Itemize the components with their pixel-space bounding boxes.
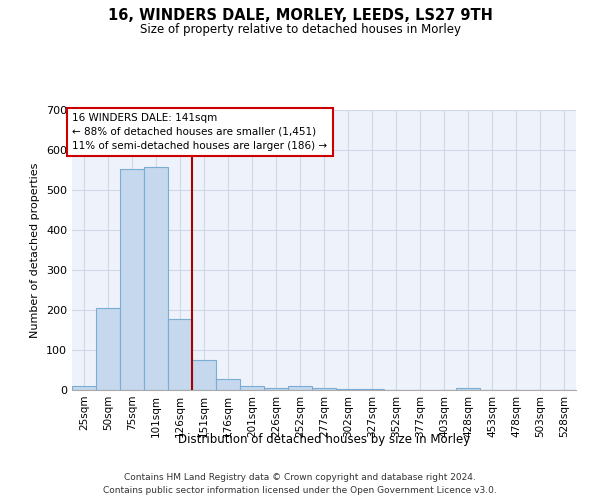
Y-axis label: Number of detached properties: Number of detached properties bbox=[31, 162, 40, 338]
Bar bbox=[456, 388, 480, 390]
Bar bbox=[264, 388, 288, 390]
Bar bbox=[312, 388, 336, 390]
Text: 16 WINDERS DALE: 141sqm
← 88% of detached houses are smaller (1,451)
11% of semi: 16 WINDERS DALE: 141sqm ← 88% of detache… bbox=[73, 113, 328, 151]
Bar bbox=[72, 386, 96, 390]
Text: Contains HM Land Registry data © Crown copyright and database right 2024.: Contains HM Land Registry data © Crown c… bbox=[124, 472, 476, 482]
Text: Contains public sector information licensed under the Open Government Licence v3: Contains public sector information licen… bbox=[103, 486, 497, 495]
Bar bbox=[288, 386, 312, 390]
Bar bbox=[168, 319, 192, 390]
Text: 16, WINDERS DALE, MORLEY, LEEDS, LS27 9TH: 16, WINDERS DALE, MORLEY, LEEDS, LS27 9T… bbox=[107, 8, 493, 22]
Bar bbox=[144, 167, 168, 390]
Text: Distribution of detached houses by size in Morley: Distribution of detached houses by size … bbox=[178, 432, 470, 446]
Bar bbox=[336, 389, 360, 390]
Bar bbox=[216, 379, 240, 390]
Text: Size of property relative to detached houses in Morley: Size of property relative to detached ho… bbox=[139, 22, 461, 36]
Bar bbox=[192, 360, 216, 390]
Bar bbox=[96, 308, 120, 390]
Bar bbox=[120, 169, 144, 390]
Bar bbox=[240, 386, 264, 390]
Bar bbox=[360, 389, 384, 390]
